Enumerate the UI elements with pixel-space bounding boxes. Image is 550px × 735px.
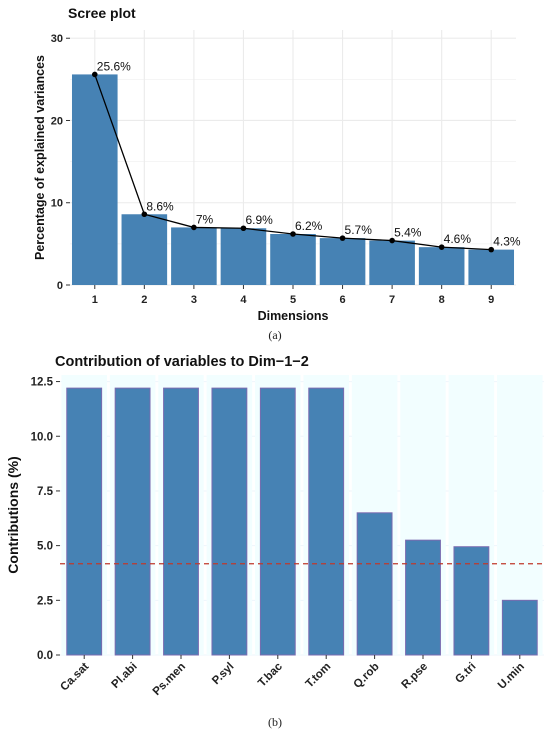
bar	[211, 387, 248, 656]
data-point	[240, 225, 247, 232]
data-label: 8.6%	[146, 199, 174, 213]
chart-title: Scree plot	[68, 5, 136, 21]
y-tick-label: 0	[57, 280, 63, 292]
bar	[405, 539, 441, 656]
x-tick-label: 1	[92, 294, 98, 306]
data-point	[141, 211, 148, 218]
bar	[220, 228, 267, 285]
chart-title: Contribution of variables to Dim−1−2	[55, 354, 309, 370]
bar	[418, 247, 465, 285]
bar	[270, 234, 316, 285]
y-tick-label: 10.0	[31, 431, 53, 443]
bar	[66, 387, 103, 656]
x-tick-label: 7	[389, 294, 395, 306]
x-axis-label: Dimensions	[258, 309, 329, 323]
contribution-plot: 0.0 2.5 5.0 7.5 10.0 12.5 Ca.sat Pl.abi Ps.men P.…	[5, 354, 544, 698]
x-tick-label: T.tom	[304, 661, 334, 691]
bar	[501, 599, 538, 656]
bar	[319, 238, 366, 285]
y-tick-label: 5.0	[37, 541, 53, 553]
x-tick-label: 4	[240, 294, 247, 306]
y-tick-label: 20	[51, 115, 63, 127]
data-label: 7%	[196, 212, 214, 226]
y-tick-label: 12.5	[31, 377, 54, 389]
data-label: 6.9%	[245, 213, 273, 227]
y-tick-label: 7.5	[37, 486, 54, 498]
data-point	[191, 224, 197, 231]
y-tick-label: 10	[51, 198, 63, 210]
caption-b: (b)	[268, 715, 282, 729]
y-axis-label: Contributions (%)	[5, 456, 21, 573]
x-tick-label: 2	[141, 294, 147, 306]
data-point	[438, 244, 445, 250]
bar	[369, 240, 415, 285]
data-point	[488, 246, 495, 253]
data-point	[91, 71, 98, 78]
scree-plot: 25.6% 8.6% 7% 6.9% 6.2% 5.7% 5.4% 4.6% 4.3% 0 10 20…	[33, 5, 521, 323]
x-tick-label: Ca.sat	[58, 661, 91, 694]
bar	[171, 227, 217, 285]
bar	[121, 214, 168, 285]
bar	[259, 387, 296, 656]
x-tick-label: 5	[290, 294, 296, 306]
data-point	[290, 231, 296, 237]
caption-a: (a)	[268, 328, 282, 342]
data-point	[389, 237, 395, 244]
scree-plot-panel: 25.6% 8.6% 7% 6.9% 6.2% 5.7% 5.4% 4.6% 4.3% 0 10 20…	[0, 0, 550, 345]
x-tick-label: P.syl	[210, 661, 236, 687]
bar	[71, 74, 118, 285]
x-tick-label: 3	[191, 294, 197, 306]
bar	[163, 387, 199, 656]
contribution-plot-panel: 0.0 2.5 5.0 7.5 10.0 12.5 Ca.sat Pl.abi Ps.men P.…	[0, 345, 550, 735]
x-tick-label: 8	[439, 294, 445, 306]
x-tick-label: 9	[488, 294, 494, 306]
data-label: 5.4%	[394, 226, 422, 240]
data-label: 4.6%	[444, 232, 472, 246]
data-label: 25.6%	[97, 59, 131, 73]
x-tick-label: Q.rob	[352, 661, 382, 691]
x-tick-label: R.pse	[399, 661, 430, 692]
y-tick-label: 0.0	[37, 650, 53, 662]
data-label: 5.7%	[345, 223, 373, 237]
y-tick-label: 2.5	[37, 595, 54, 607]
bar	[453, 546, 490, 656]
x-tick-label: 6	[339, 294, 345, 306]
bar	[308, 387, 345, 656]
y-axis-label: Percentage of explained variances	[33, 55, 47, 260]
data-point	[339, 235, 346, 241]
x-tick-label: T.bac	[256, 660, 285, 689]
data-label: 4.3%	[493, 235, 521, 249]
y-tick-label: 30	[51, 33, 63, 45]
bar	[114, 387, 151, 656]
bar	[468, 249, 515, 285]
x-tick-label: G.tri	[453, 661, 478, 686]
x-tick-label: Pl.abi	[110, 661, 140, 691]
x-tick-label: Ps.men	[151, 661, 188, 698]
x-tick-label: U.min	[496, 661, 527, 692]
bar	[356, 512, 393, 656]
data-label: 6.2%	[295, 219, 323, 233]
